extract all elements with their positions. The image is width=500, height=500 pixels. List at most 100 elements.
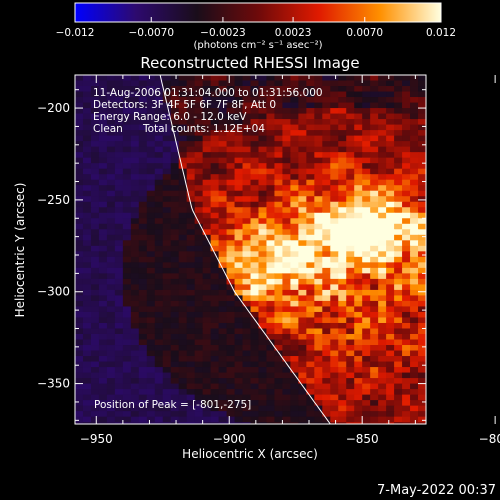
- heatmap-cell: [298, 289, 307, 297]
- heatmap-cell: [290, 146, 299, 153]
- heatmap-cell: [354, 306, 363, 313]
- heatmap-cell: [338, 234, 347, 241]
- heatmap-cell: [290, 367, 299, 374]
- heatmap-cell: [282, 163, 291, 170]
- heatmap-cell: [402, 345, 411, 352]
- heatmap-cell: [218, 317, 228, 324]
- heatmap-cell: [410, 97, 419, 104]
- heatmap-cell: [282, 284, 291, 291]
- heatmap-cell: [106, 300, 116, 308]
- heatmap-cell: [210, 146, 220, 153]
- heatmap-cell: [394, 102, 403, 109]
- heatmap-cell: [322, 322, 331, 330]
- heatmap-cell: [290, 218, 299, 225]
- heatmap-cell: [186, 422, 196, 424]
- heatmap-cell: [362, 383, 371, 390]
- heatmap-cell: [402, 317, 411, 324]
- heatmap-cell: [274, 256, 284, 263]
- heatmap-cell: [114, 400, 124, 407]
- heatmap-cell: [82, 273, 92, 280]
- heatmap-cell: [418, 372, 426, 379]
- heatmap-cell: [186, 102, 196, 109]
- heatmap-cell: [242, 207, 252, 214]
- heatmap-cell: [202, 135, 212, 142]
- heatmap-cell: [218, 234, 228, 241]
- heatmap-cell: [154, 207, 164, 214]
- heatmap-cell: [194, 75, 204, 82]
- heatmap-cell: [170, 411, 180, 418]
- heatmap-cell: [202, 245, 212, 252]
- heatmap-cell: [75, 91, 84, 98]
- heatmap-cell: [218, 378, 228, 385]
- heatmap-cell: [194, 196, 204, 203]
- heatmap-cell: [330, 207, 339, 214]
- heatmap-cell: [274, 317, 284, 324]
- heatmap-cell: [330, 223, 339, 230]
- heatmap-cell: [218, 223, 228, 230]
- heatmap-cell: [338, 278, 347, 285]
- heatmap-cell: [322, 361, 331, 368]
- heatmap-cell: [114, 256, 124, 263]
- heatmap-cell: [226, 378, 236, 385]
- colorbar-bar: [74, 2, 442, 23]
- heatmap-cell: [258, 317, 268, 324]
- heatmap-cell: [210, 97, 220, 104]
- heatmap-cell: [210, 130, 220, 137]
- heatmap-cell: [306, 372, 315, 379]
- heatmap-cell: [378, 295, 387, 302]
- heatmap-cell: [242, 174, 252, 181]
- heatmap-cell: [242, 234, 252, 241]
- heatmap-cell: [90, 174, 100, 181]
- heatmap-cell: [242, 97, 252, 104]
- heatmap-cell: [98, 311, 108, 319]
- heatmap-cell: [210, 361, 220, 368]
- heatmap-cell: [370, 157, 379, 164]
- heatmap-cell: [75, 251, 84, 258]
- heatmap-cell: [418, 273, 426, 280]
- heatmap-cell: [194, 234, 204, 241]
- heatmap-cell: [226, 251, 236, 258]
- heatmap-cell: [242, 350, 252, 357]
- heatmap-cell: [202, 317, 212, 324]
- heatmap-cell: [386, 168, 395, 175]
- heatmap-cell: [194, 300, 204, 308]
- heatmap-cell: [266, 157, 276, 164]
- heatmap-cell: [234, 113, 244, 120]
- heatmap-cell: [330, 86, 339, 93]
- heatmap-cell: [82, 361, 92, 368]
- heatmap-cell: [250, 174, 260, 181]
- heatmap-cell: [106, 245, 116, 252]
- heatmap-cell: [298, 322, 307, 330]
- heatmap-cell: [250, 196, 260, 203]
- heatmap-cell: [162, 278, 172, 285]
- heatmap-cell: [90, 273, 100, 280]
- heatmap-cell: [90, 168, 100, 175]
- heatmap-cell: [402, 328, 411, 335]
- heatmap-cell: [282, 367, 291, 374]
- heatmap-cell: [75, 174, 84, 181]
- heatmap-cell: [234, 284, 244, 291]
- heatmap-cell: [258, 229, 268, 236]
- heatmap-cell: [90, 389, 100, 396]
- heatmap-cell: [138, 229, 148, 236]
- heatmap-cell: [354, 394, 363, 401]
- heatmap-cell: [266, 333, 276, 341]
- heatmap-cell: [162, 411, 172, 418]
- heatmap-cell: [226, 108, 236, 115]
- heatmap-cell: [106, 174, 116, 181]
- heatmap-cell: [362, 229, 371, 236]
- heatmap-cell: [354, 190, 363, 197]
- heatmap-cell: [194, 223, 204, 230]
- heatmap-cell: [138, 108, 148, 115]
- heatmap-cell: [122, 245, 132, 252]
- heatmap-cell: [338, 256, 347, 263]
- heatmap-cell: [122, 273, 132, 280]
- heatmap-cell: [266, 300, 276, 308]
- heatmap-cell: [82, 207, 92, 214]
- heatmap-cell: [362, 317, 371, 324]
- heatmap-cell: [266, 97, 276, 104]
- heatmap-cell: [98, 306, 108, 313]
- heatmap-cell: [338, 190, 347, 197]
- heatmap-cell: [274, 273, 284, 280]
- heatmap-cell: [290, 179, 299, 186]
